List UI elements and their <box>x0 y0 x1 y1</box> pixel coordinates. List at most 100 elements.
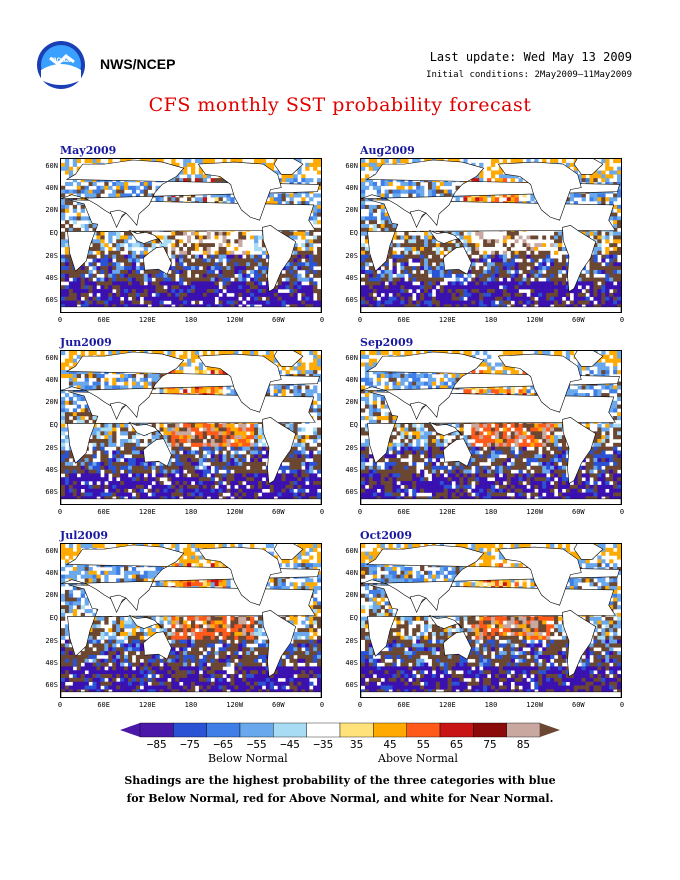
landmass <box>109 401 127 421</box>
landmass <box>128 421 163 437</box>
lon-tick-label: 180 <box>184 508 198 516</box>
lon-tick-label: 0 <box>319 316 325 324</box>
landmass <box>497 353 582 413</box>
lon-tick-label: 120E <box>438 316 456 324</box>
lon-tick-label: 60W <box>272 508 285 516</box>
lat-tick-label: 40N <box>345 184 358 192</box>
landmass <box>409 594 427 614</box>
lon-tick-label: 120W <box>526 701 544 709</box>
lon-tick-label: 120E <box>438 701 456 709</box>
lon-tick-label: 0 <box>619 508 625 516</box>
lat-tick-label: 40N <box>45 376 58 384</box>
lat-tick-label: EQ <box>349 421 358 429</box>
lon-tick-label: 60E <box>97 316 110 324</box>
lon-tick-label: 60E <box>97 701 110 709</box>
landmass <box>262 225 297 293</box>
landmass <box>262 610 297 678</box>
lon-tick-label: 60E <box>397 701 410 709</box>
lon-tick-label: 0 <box>57 508 63 516</box>
landmass <box>573 159 604 175</box>
lon-tick-label: 0 <box>357 508 363 516</box>
forecast-panel: Jun2009 60N 40N 20N EQ 20S 40S 60S 0 60E 120E 180 12… <box>45 336 324 516</box>
lat-tick-label: 40S <box>45 466 58 474</box>
landmass <box>197 353 282 413</box>
colorbar-swatch <box>406 722 441 738</box>
colorbar-tick-label: 35 <box>350 738 364 751</box>
lon-tick-label: 0 <box>357 701 363 709</box>
sst-map <box>60 158 322 313</box>
lat-tick-label: EQ <box>49 614 58 622</box>
lat-tick-label: 60S <box>345 488 358 496</box>
landmass <box>443 631 472 660</box>
lat-tick-label: 60N <box>345 354 358 362</box>
colorbar-tick-label: 85 <box>516 738 530 751</box>
landmass <box>61 544 320 612</box>
lat-tick-label: 20S <box>345 637 358 645</box>
landmass <box>61 306 321 312</box>
lon-tick-label: 180 <box>184 701 198 709</box>
panel-month-label: Sep2009 <box>360 336 414 349</box>
lon-tick-label: 0 <box>319 701 325 709</box>
colorbar-swatch <box>239 722 274 738</box>
sst-map <box>60 543 322 698</box>
landmass <box>61 691 321 697</box>
lon-tick-label: 120W <box>226 316 244 324</box>
colorbar-tick-label: −55 <box>246 738 267 751</box>
lon-tick-label: 60W <box>572 316 585 324</box>
lat-tick-label: EQ <box>49 421 58 429</box>
forecast-panel: Oct2009 60N 40N 20N EQ 20S 40S 60S 0 60E 120E 180 12… <box>345 529 624 709</box>
lat-tick-label: EQ <box>349 614 358 622</box>
landmass <box>573 351 604 367</box>
landmass <box>361 159 620 227</box>
svg-text:noaa: noaa <box>52 55 71 64</box>
colorbar-swatch <box>173 722 207 738</box>
lon-tick-label: 60W <box>572 701 585 709</box>
lon-tick-label: 0 <box>57 701 63 709</box>
lon-tick-label: 60W <box>272 701 285 709</box>
colorbar-tick-label: 45 <box>383 738 397 751</box>
above-normal-label: Above Normal <box>378 752 458 765</box>
colorbar-swatch <box>473 722 507 738</box>
landmass <box>61 159 320 227</box>
lat-tick-label: 40S <box>345 659 358 667</box>
forecast-panel: Aug2009 60N 40N 20N EQ 20S 40S 60S 0 60E 120E 180 12… <box>345 144 624 324</box>
lon-tick-label: 0 <box>319 508 325 516</box>
colorbar-tick-label: −85 <box>146 738 167 751</box>
landmass <box>562 225 597 293</box>
colorbar-left-arrow <box>120 723 140 737</box>
lon-tick-label: 0 <box>357 316 363 324</box>
colorbar-tick-label: −35 <box>313 738 334 751</box>
noaa-logo-icon: noaa <box>37 41 85 89</box>
below-normal-label: Below Normal <box>208 752 288 765</box>
org-name: NWS/NCEP <box>100 56 176 72</box>
forecast-panel: Jul2009 60N 40N 20N EQ 20S 40S 60S 0 60E 120E 180 12… <box>45 529 324 709</box>
colorbar-tick-label: −75 <box>180 738 200 751</box>
lat-tick-label: 40N <box>345 376 358 384</box>
landmass <box>573 544 604 560</box>
landmass <box>562 610 597 678</box>
footnote-line-2: for Below Normal, red for Above Normal, … <box>126 792 554 805</box>
lat-tick-label: 20N <box>345 591 358 599</box>
panel-month-label: Jul2009 <box>60 529 108 542</box>
landmass <box>61 351 320 419</box>
lat-tick-label: 60N <box>345 547 358 555</box>
lon-tick-label: 120E <box>138 316 156 324</box>
colorbar-tick-label: −65 <box>213 738 234 751</box>
landmass <box>443 246 472 275</box>
colorbar-swatch <box>339 722 374 738</box>
landmass <box>197 161 282 221</box>
lat-tick-label: 60N <box>345 162 358 170</box>
lon-tick-label: 120E <box>138 508 156 516</box>
lat-tick-label: 60N <box>45 354 58 362</box>
sst-map <box>360 350 622 505</box>
lat-tick-label: 40S <box>45 659 58 667</box>
landmass <box>128 614 163 630</box>
lon-tick-label: 120W <box>226 508 244 516</box>
lon-tick-label: 0 <box>57 316 63 324</box>
page-title: CFS monthly SST probability forecast <box>148 94 532 116</box>
landmass <box>428 614 463 630</box>
landmass <box>262 417 297 485</box>
lat-tick-label: 40S <box>345 274 358 282</box>
sst-map <box>360 158 622 313</box>
panel-month-label: Aug2009 <box>360 144 415 157</box>
